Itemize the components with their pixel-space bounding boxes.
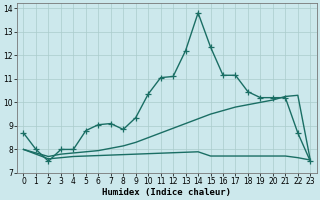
X-axis label: Humidex (Indice chaleur): Humidex (Indice chaleur) [102,188,231,197]
